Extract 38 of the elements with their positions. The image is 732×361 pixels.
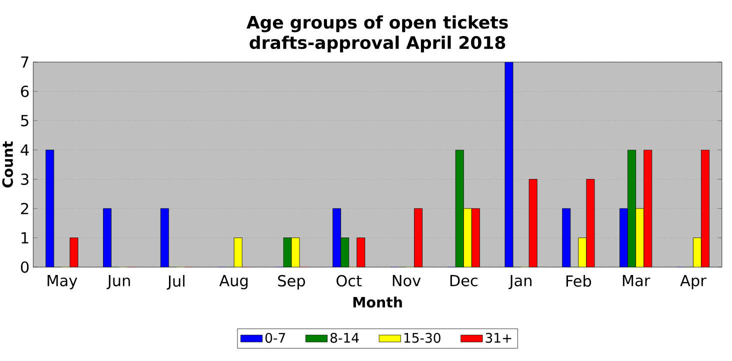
y-axis-title: Count: [2, 141, 13, 188]
bar: [504, 62, 514, 268]
bar: [70, 238, 78, 268]
y-tick-label: 6: [21, 86, 29, 98]
bar: [46, 150, 54, 268]
x-tick-label: Jul: [166, 275, 184, 290]
bar: [414, 208, 423, 268]
y-tick-label: 1: [22, 232, 28, 244]
chart-subtitle: drafts-approval April 2018: [250, 36, 506, 52]
y-tick-label: 5: [21, 115, 28, 126]
x-axis-title: Month: [353, 296, 402, 308]
legend-label: 8-14: [330, 332, 359, 343]
bar: [356, 238, 366, 268]
bar: [160, 208, 169, 268]
y-tick-label: 2: [21, 202, 28, 214]
bar: [562, 208, 571, 268]
legend-label: 0-7: [265, 332, 286, 343]
x-tick-label: Jun: [106, 275, 130, 290]
x-tick-label: Mar: [622, 275, 650, 286]
x-tick-label: Jan: [508, 275, 532, 290]
x-tick-label: Sep: [278, 275, 305, 290]
x-tick-label: Apr: [680, 275, 706, 290]
y-tick-label: 0: [20, 261, 29, 273]
x-tick-label: Feb: [566, 275, 592, 287]
x-tick-label: Aug: [219, 275, 248, 290]
chart-title: Age groups of open tickets: [246, 15, 508, 32]
x-tick-label: Nov: [392, 275, 421, 286]
x-tick-label: Dec: [450, 275, 478, 286]
bar: [528, 179, 538, 268]
y-tick-label: 3: [21, 174, 28, 186]
x-tick-label: May: [48, 275, 78, 290]
y-tick-label: 7: [21, 56, 28, 68]
y-tick-label: 4: [20, 144, 29, 156]
bar: [103, 208, 112, 268]
x-tick-label: Oct: [336, 275, 362, 287]
legend-label: 31+: [486, 332, 512, 343]
legend-label: 15-30: [404, 332, 440, 343]
bar: [234, 238, 242, 268]
